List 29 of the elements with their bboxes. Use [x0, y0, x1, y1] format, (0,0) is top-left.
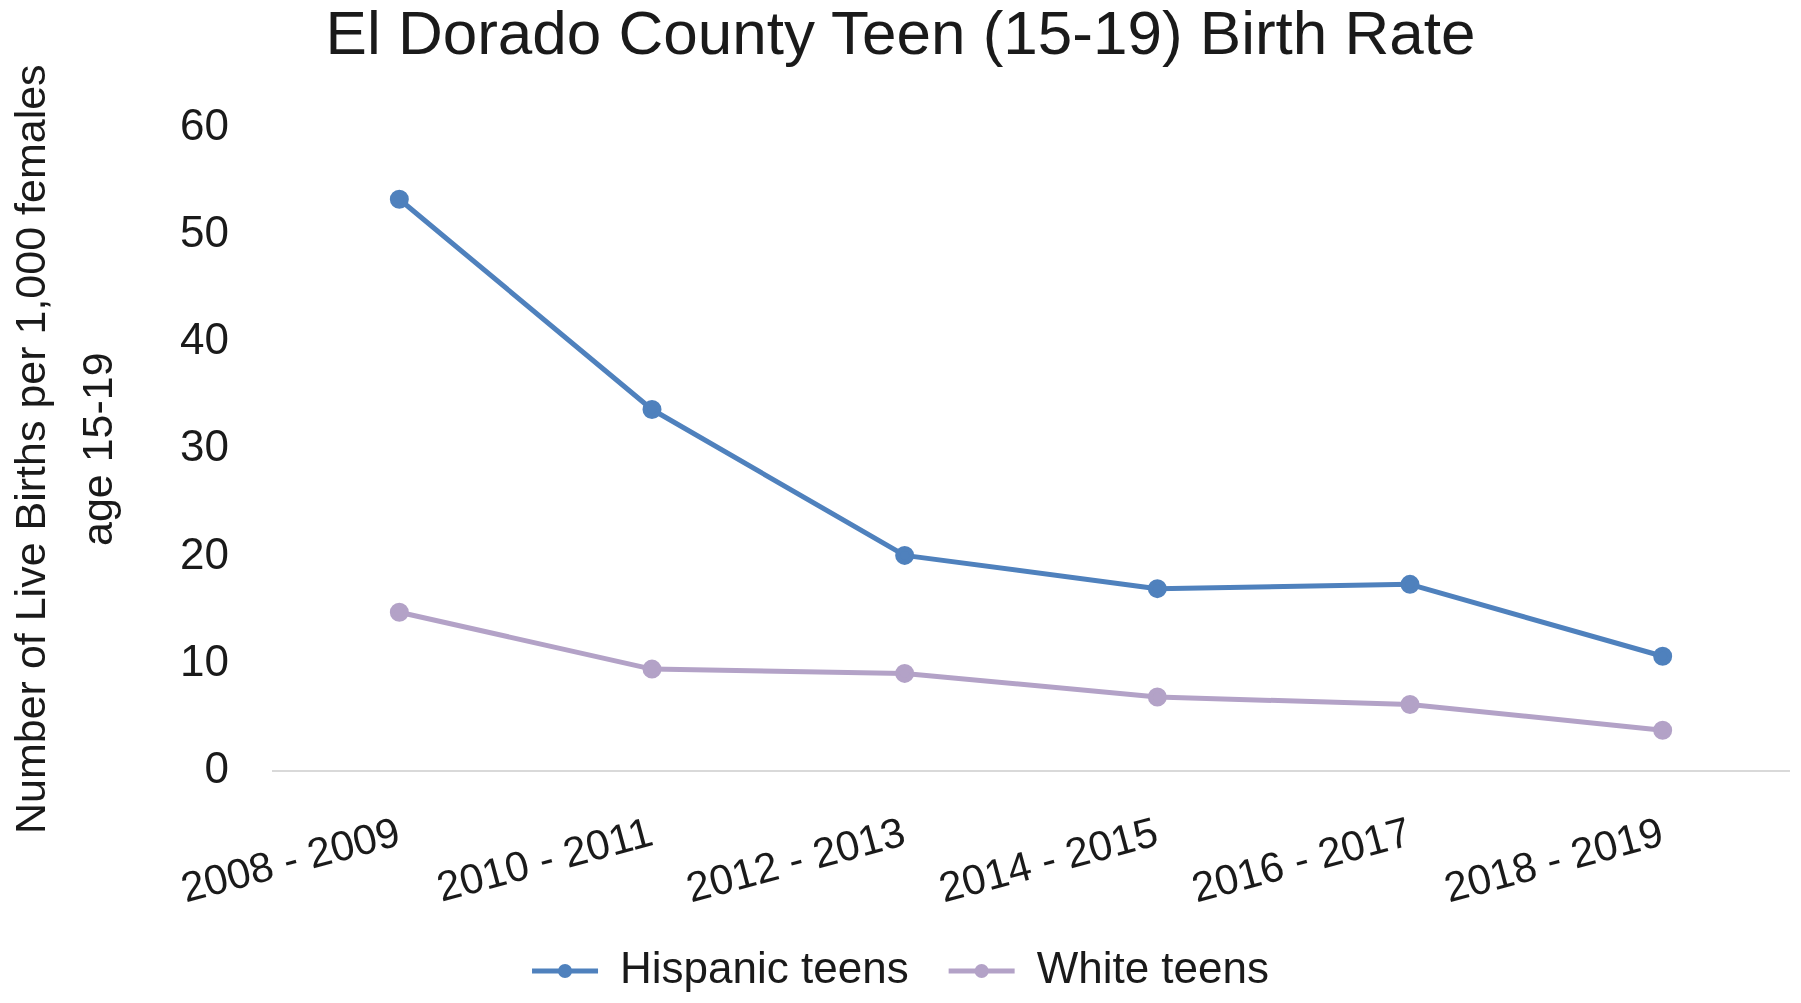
- y-tick-label: 60: [180, 99, 229, 149]
- point: [1400, 574, 1420, 594]
- y-tick-label: 10: [180, 635, 229, 685]
- point: [1653, 646, 1673, 666]
- x-tick-label: 2014 - 2015: [933, 807, 1163, 912]
- legend-label: Hispanic teens: [620, 943, 909, 993]
- legend-label: White teens: [1036, 943, 1269, 993]
- y-tick-label: 50: [180, 206, 229, 256]
- chart-title: El Dorado County Teen (15-19) Birth Rate: [325, 0, 1476, 68]
- y-tick-label: 20: [180, 528, 229, 578]
- point: [389, 602, 409, 622]
- x-tick-label: 2010 - 2011: [431, 807, 658, 911]
- y-axis-title: Number of Live Births per 1,000 females age 15-19: [6, 64, 121, 834]
- point: [895, 663, 915, 683]
- point: [1147, 579, 1167, 599]
- point: [1400, 695, 1420, 714]
- point: [642, 400, 662, 420]
- y-tick-label: 30: [180, 421, 229, 471]
- x-tick-label: 2016 - 2017: [1186, 807, 1416, 912]
- y-tick-label: 40: [180, 314, 229, 364]
- x-tick-label: 2012 - 2013: [681, 807, 910, 912]
- point: [642, 659, 662, 679]
- point: [389, 189, 409, 209]
- y-tick-label: 0: [204, 743, 229, 793]
- point: [895, 545, 915, 565]
- x-tick-label: 2008 - 2009: [175, 807, 405, 912]
- point: [1653, 720, 1673, 740]
- point: [1147, 687, 1167, 707]
- x-tick-label: 2018 - 2019: [1439, 807, 1668, 912]
